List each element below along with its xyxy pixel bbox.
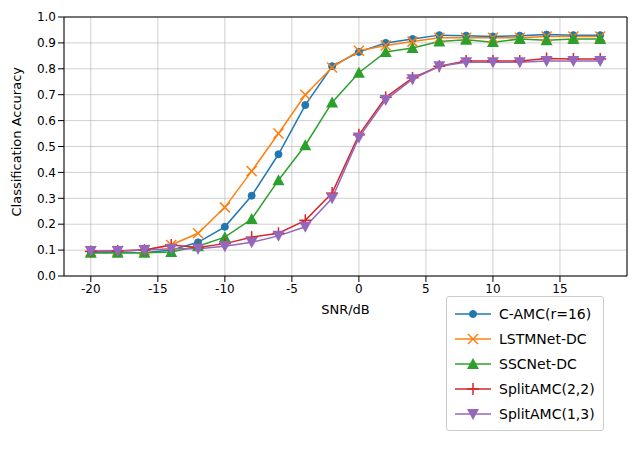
svg-text:-5: -5 xyxy=(286,282,298,296)
svg-text:0.2: 0.2 xyxy=(37,217,56,231)
svg-text:0.8: 0.8 xyxy=(37,62,56,76)
svg-text:0.0: 0.0 xyxy=(37,269,56,283)
svg-text:0.9: 0.9 xyxy=(37,36,56,50)
html-text:C-AMC(r=16): C-AMC(r=16) xyxy=(499,305,592,322)
svg-text:0: 0 xyxy=(355,282,363,296)
html-text:SplitAMC(2,2): SplitAMC(2,2) xyxy=(499,380,595,397)
svg-text:0.7: 0.7 xyxy=(37,88,56,102)
html-text:SplitAMC(1,3): SplitAMC(1,3) xyxy=(499,405,595,422)
svg-text:SNR/dB: SNR/dB xyxy=(321,302,370,317)
svg-text:-10: -10 xyxy=(215,282,235,296)
svg-text:Classification Accuracy: Classification Accuracy xyxy=(9,67,24,217)
svg-text:0.1: 0.1 xyxy=(37,243,56,257)
svg-text:0.4: 0.4 xyxy=(37,166,56,180)
svg-text:5: 5 xyxy=(422,282,430,296)
svg-text:15: 15 xyxy=(552,282,567,296)
svg-text:0.6: 0.6 xyxy=(37,114,56,128)
svg-text:0.3: 0.3 xyxy=(37,192,56,206)
svg-text:0.5: 0.5 xyxy=(37,140,56,154)
svg-text:-20: -20 xyxy=(81,282,101,296)
svg-text:10: 10 xyxy=(485,282,500,296)
svg-text:1.0: 1.0 xyxy=(37,10,56,24)
svg-text:-15: -15 xyxy=(148,282,168,296)
html-text:LSTMNet-DC: LSTMNet-DC xyxy=(499,330,587,347)
html-text:SSCNet-DC: SSCNet-DC xyxy=(499,355,577,372)
